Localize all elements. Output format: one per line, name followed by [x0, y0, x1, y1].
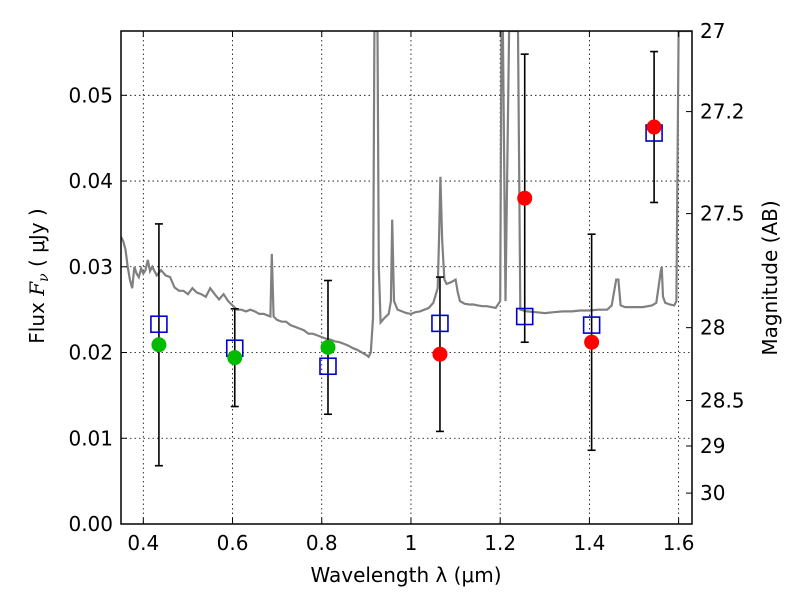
y2-tick-label: 27.2 [700, 100, 745, 124]
x-tick-label: 1.4 [573, 531, 605, 555]
flux-point-red [584, 334, 600, 350]
photometry-layer [150, 50, 663, 467]
y2-tick-label: 27 [700, 19, 725, 43]
y2-tick-label: 27.5 [700, 202, 745, 226]
y-axis-label-prefix: Flux [25, 296, 49, 344]
y-axis-label-subscript: ν [36, 273, 52, 282]
flux-point-red [517, 190, 533, 206]
flux-point-green [227, 350, 243, 366]
y2-tick-label: 28.5 [700, 389, 745, 413]
flux-point-red [646, 119, 662, 135]
model-spectrum-line [121, 31, 692, 359]
y2-tick-label: 29 [700, 434, 725, 458]
model-photometry-square [431, 314, 449, 333]
x-tick-label: 1.2 [484, 531, 516, 555]
y-tick-label: 0.03 [68, 255, 113, 279]
model-photometry-square [582, 316, 601, 334]
flux-point-green [151, 337, 167, 353]
grid-lines [121, 31, 692, 525]
x-tick-label: 0.8 [306, 531, 338, 555]
x-tick-label: 0.4 [127, 531, 159, 555]
x-tick-label: 0.6 [217, 531, 249, 555]
y-axis-label-suffix: ( μJy ) [25, 208, 49, 273]
flux-point-red [432, 346, 448, 362]
x-tick-label: 1.6 [663, 531, 695, 555]
y-axis-label-symbol: F [25, 281, 49, 297]
y-axis-label: Flux Fν ( μJy ) [25, 208, 52, 343]
y2-axis-label: Magnitude (AB) [758, 200, 782, 355]
y-tick-label: 0.01 [68, 426, 113, 450]
y2-tick-label: 28 [700, 316, 725, 340]
plot-frame [120, 30, 693, 525]
flux-point-green [320, 339, 336, 355]
x-axis-label: Wavelength λ (μm) [310, 563, 501, 587]
model-photometry-square [150, 315, 168, 334]
model-photometry-square [515, 307, 534, 326]
y-tick-label: 0.02 [68, 341, 113, 365]
y-tick-label: 0.05 [68, 83, 113, 107]
y-tick-label: 0.04 [68, 169, 113, 193]
model-photometry-square [319, 357, 337, 376]
y-tick-label: 0.00 [68, 512, 113, 536]
axis-ticks: 0.4 0.6 0.8 1 1.2 1.4 1.6 0.00 0.01 0.02 0.03 0.04 0… [68, 19, 744, 555]
y2-tick-label: 30 [700, 481, 725, 505]
model-spectrum-layer [121, 31, 692, 359]
x-tick-label: 1 [405, 531, 418, 555]
